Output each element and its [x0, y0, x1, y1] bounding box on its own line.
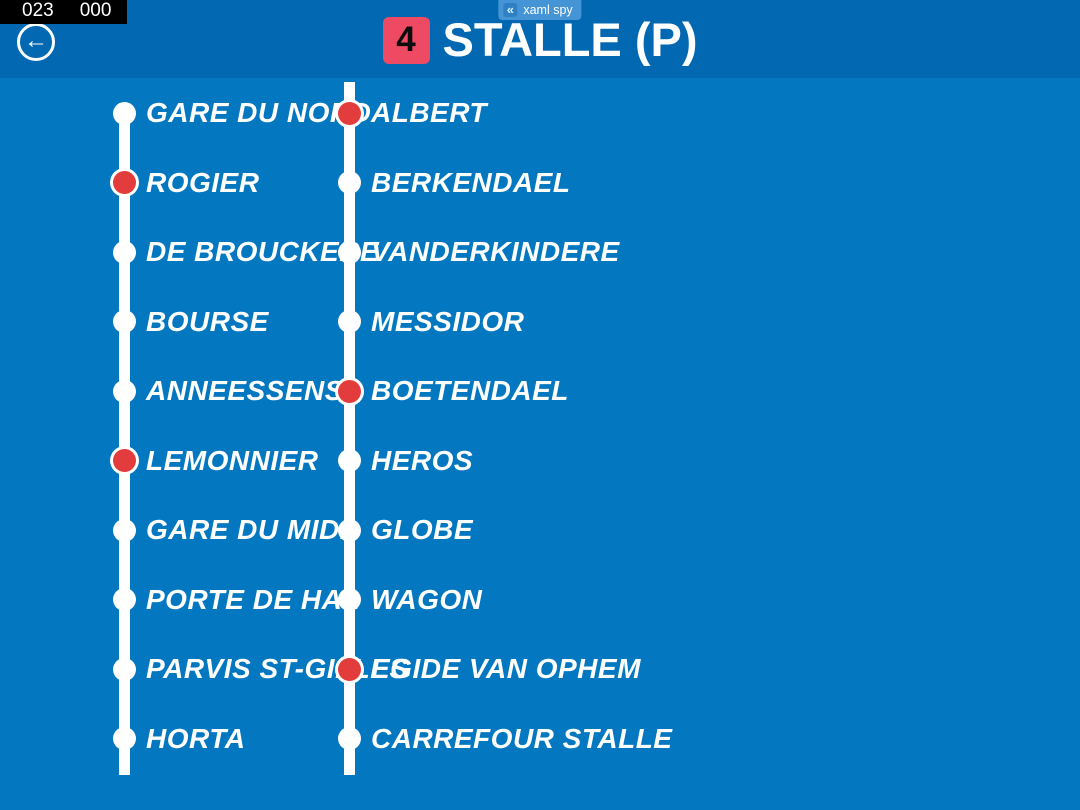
- stop-dot: [113, 727, 136, 750]
- stop-dot: [113, 101, 136, 125]
- station-label: GLOBE: [371, 514, 474, 545]
- line-number-badge: 4: [382, 16, 430, 64]
- line-number: 4: [396, 20, 416, 59]
- station-row[interactable]: BERKENDAEL: [338, 166, 571, 198]
- station-label: ALBERT: [371, 97, 488, 128]
- station-row[interactable]: HEROS: [338, 444, 474, 476]
- stop-dot: [113, 588, 136, 611]
- station-row[interactable]: GARE DU MIDI: [113, 514, 348, 545]
- stop-dot: [113, 379, 136, 403]
- destination-title: STALLE (P): [442, 12, 698, 66]
- station-row[interactable]: EGIDE VAN OPHEM: [338, 653, 641, 684]
- station-row[interactable]: CARREFOUR STALLE: [338, 722, 673, 754]
- stop-dot: [338, 588, 361, 611]
- route-line-left: [119, 103, 130, 775]
- station-row[interactable]: ROGIER: [113, 166, 260, 198]
- station-label: EGIDE VAN OPHEM: [371, 653, 641, 684]
- station-label: PORTE DE HAL: [146, 583, 360, 615]
- stop-dot: [113, 449, 136, 472]
- back-arrow-icon: ←: [24, 26, 48, 54]
- page-title: 4 STALLE (P): [0, 0, 1080, 78]
- station-row[interactable]: PARVIS ST-GILLES: [113, 653, 409, 684]
- stop-dot: [338, 101, 361, 125]
- route-line-right: [344, 82, 355, 775]
- stop-dot: [338, 449, 361, 472]
- xaml-spy-badge[interactable]: « xaml spy: [498, 0, 582, 20]
- station-row[interactable]: HORTA: [113, 722, 246, 754]
- station-label: MESSIDOR: [371, 305, 525, 337]
- station-label: GARE DU NORD: [146, 97, 372, 128]
- stop-dot: [338, 379, 361, 403]
- station-label: BERKENDAEL: [371, 166, 571, 198]
- station-row[interactable]: BOETENDAEL: [338, 375, 569, 406]
- frame-rate-counter: 023 000: [0, 0, 127, 24]
- stop-dot: [338, 240, 361, 264]
- station-row[interactable]: MESSIDOR: [338, 305, 525, 337]
- stop-dot: [113, 657, 136, 681]
- station-label: BOETENDAEL: [371, 375, 569, 406]
- station-row[interactable]: ALBERT: [338, 97, 488, 128]
- station-label: HEROS: [371, 444, 474, 476]
- stop-dot: [338, 727, 361, 750]
- station-row[interactable]: WAGON: [338, 583, 483, 615]
- station-row[interactable]: PORTE DE HAL: [113, 583, 360, 615]
- station-label: VANDERKINDERE: [371, 236, 620, 267]
- station-row[interactable]: GARE DU NORD: [113, 97, 372, 128]
- station-label: PARVIS ST-GILLES: [146, 653, 409, 684]
- chevron-double-left-icon: «: [503, 3, 518, 17]
- station-row[interactable]: BOURSE: [113, 305, 269, 337]
- stop-dot: [113, 171, 136, 194]
- stop-dot: [338, 518, 361, 542]
- stop-dot: [338, 657, 361, 681]
- station-label: HORTA: [146, 722, 246, 754]
- station-label: GARE DU MIDI: [146, 514, 348, 545]
- station-row[interactable]: LEMONNIER: [113, 444, 319, 476]
- station-label: WAGON: [371, 583, 483, 615]
- stop-dot: [338, 171, 361, 194]
- station-label: CARREFOUR STALLE: [371, 722, 673, 754]
- counter-value: 023: [22, 0, 54, 21]
- xaml-spy-label: xaml spy: [523, 3, 573, 17]
- counter-value: 000: [79, 0, 112, 21]
- station-row[interactable]: VANDERKINDERE: [338, 236, 620, 267]
- station-label: ANNEESSENS: [146, 375, 344, 406]
- stop-dot: [113, 518, 136, 542]
- back-button[interactable]: ←: [17, 23, 55, 61]
- stop-dot: [113, 310, 136, 333]
- station-row[interactable]: ANNEESSENS: [113, 375, 344, 406]
- stop-dot: [113, 240, 136, 264]
- station-row[interactable]: GLOBE: [338, 514, 474, 545]
- station-label: ROGIER: [146, 166, 260, 198]
- station-label: BOURSE: [146, 305, 269, 337]
- station-label: LEMONNIER: [146, 444, 319, 476]
- stop-dot: [338, 310, 361, 333]
